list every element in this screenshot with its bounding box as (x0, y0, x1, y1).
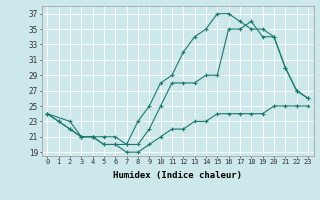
X-axis label: Humidex (Indice chaleur): Humidex (Indice chaleur) (113, 171, 242, 180)
